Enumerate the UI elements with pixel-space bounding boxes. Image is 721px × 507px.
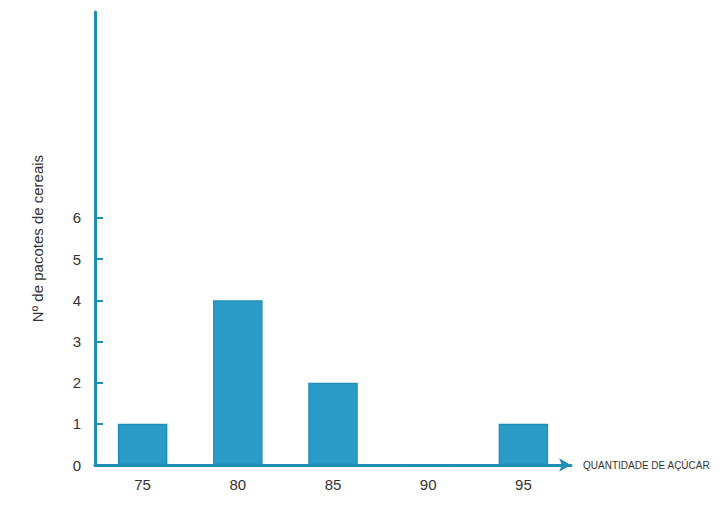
svg-text:2: 2 (73, 374, 81, 391)
svg-text:0: 0 (73, 457, 81, 474)
svg-text:Nº de pacotes de cereais: Nº de pacotes de cereais (29, 155, 46, 322)
svg-text:90: 90 (420, 476, 437, 493)
svg-text:1: 1 (73, 415, 81, 432)
svg-text:6: 6 (73, 209, 81, 226)
svg-text:85: 85 (325, 476, 342, 493)
svg-text:4: 4 (73, 292, 81, 309)
svg-text:QUANTIDADE DE AÇÚCAR: QUANTIDADE DE AÇÚCAR (583, 459, 710, 471)
svg-text:3: 3 (73, 333, 81, 350)
svg-text:95: 95 (515, 476, 532, 493)
svg-text:80: 80 (229, 476, 246, 493)
svg-text:75: 75 (134, 476, 151, 493)
svg-text:5: 5 (73, 251, 81, 268)
